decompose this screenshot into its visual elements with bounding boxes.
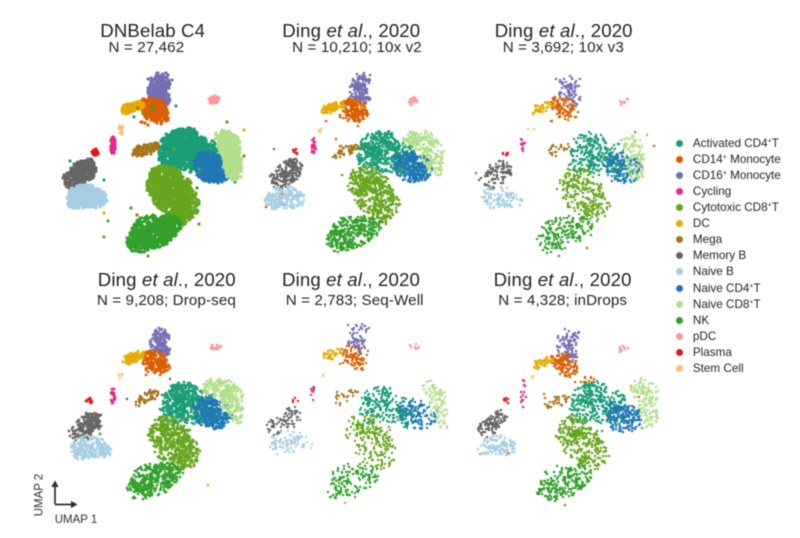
svg-text:UMAP 1: UMAP 1 xyxy=(55,514,98,526)
svg-text:UMAP 2: UMAP 2 xyxy=(34,474,46,517)
